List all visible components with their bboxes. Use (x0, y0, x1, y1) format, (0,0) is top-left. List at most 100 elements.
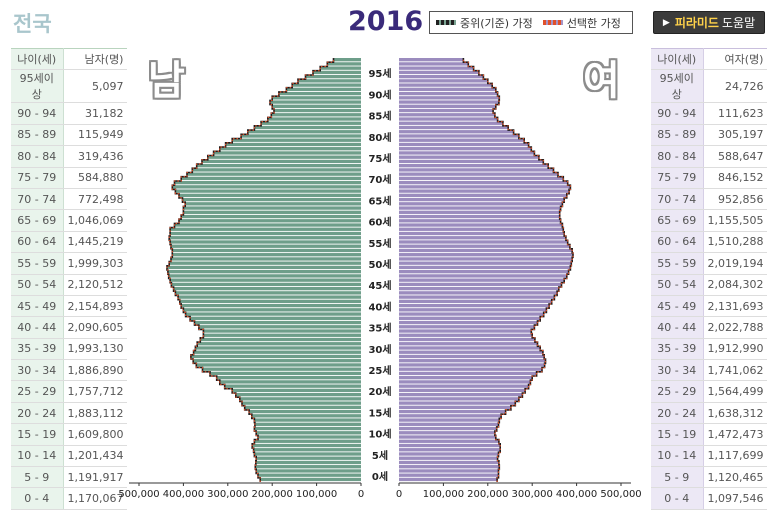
table-row: 40 - 44 2,022,788 (651, 316, 768, 339)
male-bar (269, 100, 361, 104)
age-group-cell: 25 - 29 (651, 380, 704, 403)
male-bar (183, 206, 361, 210)
female-column-header: 여자(명) (703, 47, 768, 71)
male-bar (170, 240, 361, 244)
age-tick-label: 90세 (368, 88, 391, 101)
male-bar (178, 193, 361, 198)
male-bar (197, 342, 361, 346)
female-bar (399, 286, 559, 291)
male-count-cell: 1,886,890 (63, 359, 128, 382)
male-bar (210, 371, 361, 376)
female-bar (399, 270, 569, 274)
female-bar (399, 443, 501, 448)
female-bar (399, 384, 529, 388)
age-tick-label: 45세 (368, 279, 391, 292)
male-column-header: 남자(명) (63, 47, 128, 71)
male-count-cell: 1,046,069 (63, 209, 128, 232)
female-bar (399, 367, 542, 371)
age-column-header: 나이(세) (651, 47, 704, 71)
female-bar (399, 308, 547, 312)
male-bar (313, 70, 361, 75)
region-title: 전국 (13, 12, 52, 36)
x-tick-label: 100,000 (423, 489, 464, 500)
age-group-cell: 40 - 44 (651, 316, 704, 339)
male-bar (190, 316, 361, 320)
male-bar (241, 134, 361, 138)
male-bar (255, 460, 361, 465)
age-tick-label: 60세 (368, 216, 391, 229)
female-bar (399, 333, 533, 337)
pyramid-help-button[interactable]: ▶ 피라미드 도움말 (653, 11, 765, 34)
female-bar (399, 282, 562, 287)
female-bar (399, 350, 543, 354)
female-bar (399, 134, 519, 138)
female-bar (399, 316, 541, 320)
female-count-cell: 2,131,693 (703, 295, 768, 318)
female-bar (399, 329, 532, 333)
male-bar (193, 359, 361, 363)
table-row: 50 - 54 2,120,512 (11, 274, 128, 296)
female-count-cell: 1,912,990 (703, 338, 768, 361)
female-bar (399, 96, 500, 100)
male-bar (183, 308, 361, 312)
x-tick-label: 400,000 (556, 489, 597, 500)
female-bar (399, 409, 506, 414)
male-bar (181, 303, 361, 308)
male-bar (168, 274, 361, 278)
female-bar (399, 214, 560, 219)
female-bar (399, 405, 511, 410)
age-group-cell: 30 - 34 (651, 359, 704, 382)
male-bar (254, 418, 361, 422)
female-bar (399, 197, 565, 202)
female-count-cell: 2,019,194 (703, 252, 768, 275)
male-bar (172, 248, 361, 253)
female-bar (399, 74, 484, 79)
male-count-cell: 1,993,130 (63, 338, 128, 361)
table-row: 30 - 34 1,886,890 (11, 359, 128, 382)
male-count-cell: 2,090,605 (63, 316, 128, 339)
female-bar (399, 299, 552, 304)
table-row: 35 - 39 1,912,990 (651, 338, 768, 361)
male-bar (254, 422, 361, 426)
male-bar (273, 108, 361, 113)
male-bar (219, 147, 361, 151)
male-bar (196, 363, 361, 367)
female-count-cell: 1,638,312 (703, 402, 768, 425)
male-bar (333, 58, 361, 62)
age-column-header: 나이(세) (11, 47, 64, 71)
age-group-cell: 65 - 69 (651, 209, 704, 232)
female-bar (399, 320, 538, 325)
x-tick-label: 0 (358, 489, 364, 500)
male-bar (172, 253, 361, 257)
female-count-cell: 1,472,473 (703, 423, 768, 446)
male-bar (320, 66, 361, 70)
female-bar (399, 473, 499, 477)
female-bar (399, 172, 558, 176)
table-row: 55 - 59 1,999,303 (11, 252, 128, 275)
male-bar (196, 164, 361, 168)
female-bar (399, 202, 563, 206)
male-bar (181, 176, 361, 181)
male-bar (224, 384, 361, 388)
male-bar (235, 392, 361, 397)
male-bar (190, 354, 361, 359)
table-row: 75 - 79 584,880 (11, 167, 128, 189)
age-group-cell: 75 - 79 (11, 167, 64, 189)
age-group-cell: 15 - 19 (11, 423, 64, 446)
male-bar (216, 376, 361, 380)
male-bar (219, 380, 361, 384)
female-bar (399, 91, 498, 96)
age-group-cell: 35 - 39 (651, 338, 704, 361)
female-count-cell: 1,741,062 (703, 359, 768, 382)
table-row: 70 - 74 952,856 (651, 188, 768, 211)
age-group-cell: 20 - 24 (651, 402, 704, 425)
male-bar (185, 312, 361, 316)
median-legend-swatch (436, 20, 456, 25)
female-bar (399, 104, 496, 108)
male-bar (252, 443, 361, 448)
age-group-cell: 45 - 49 (11, 295, 64, 318)
table-row: 25 - 29 1,564,499 (651, 380, 768, 403)
female-bar (399, 354, 545, 359)
female-bar (399, 431, 495, 435)
female-bar (399, 244, 570, 248)
